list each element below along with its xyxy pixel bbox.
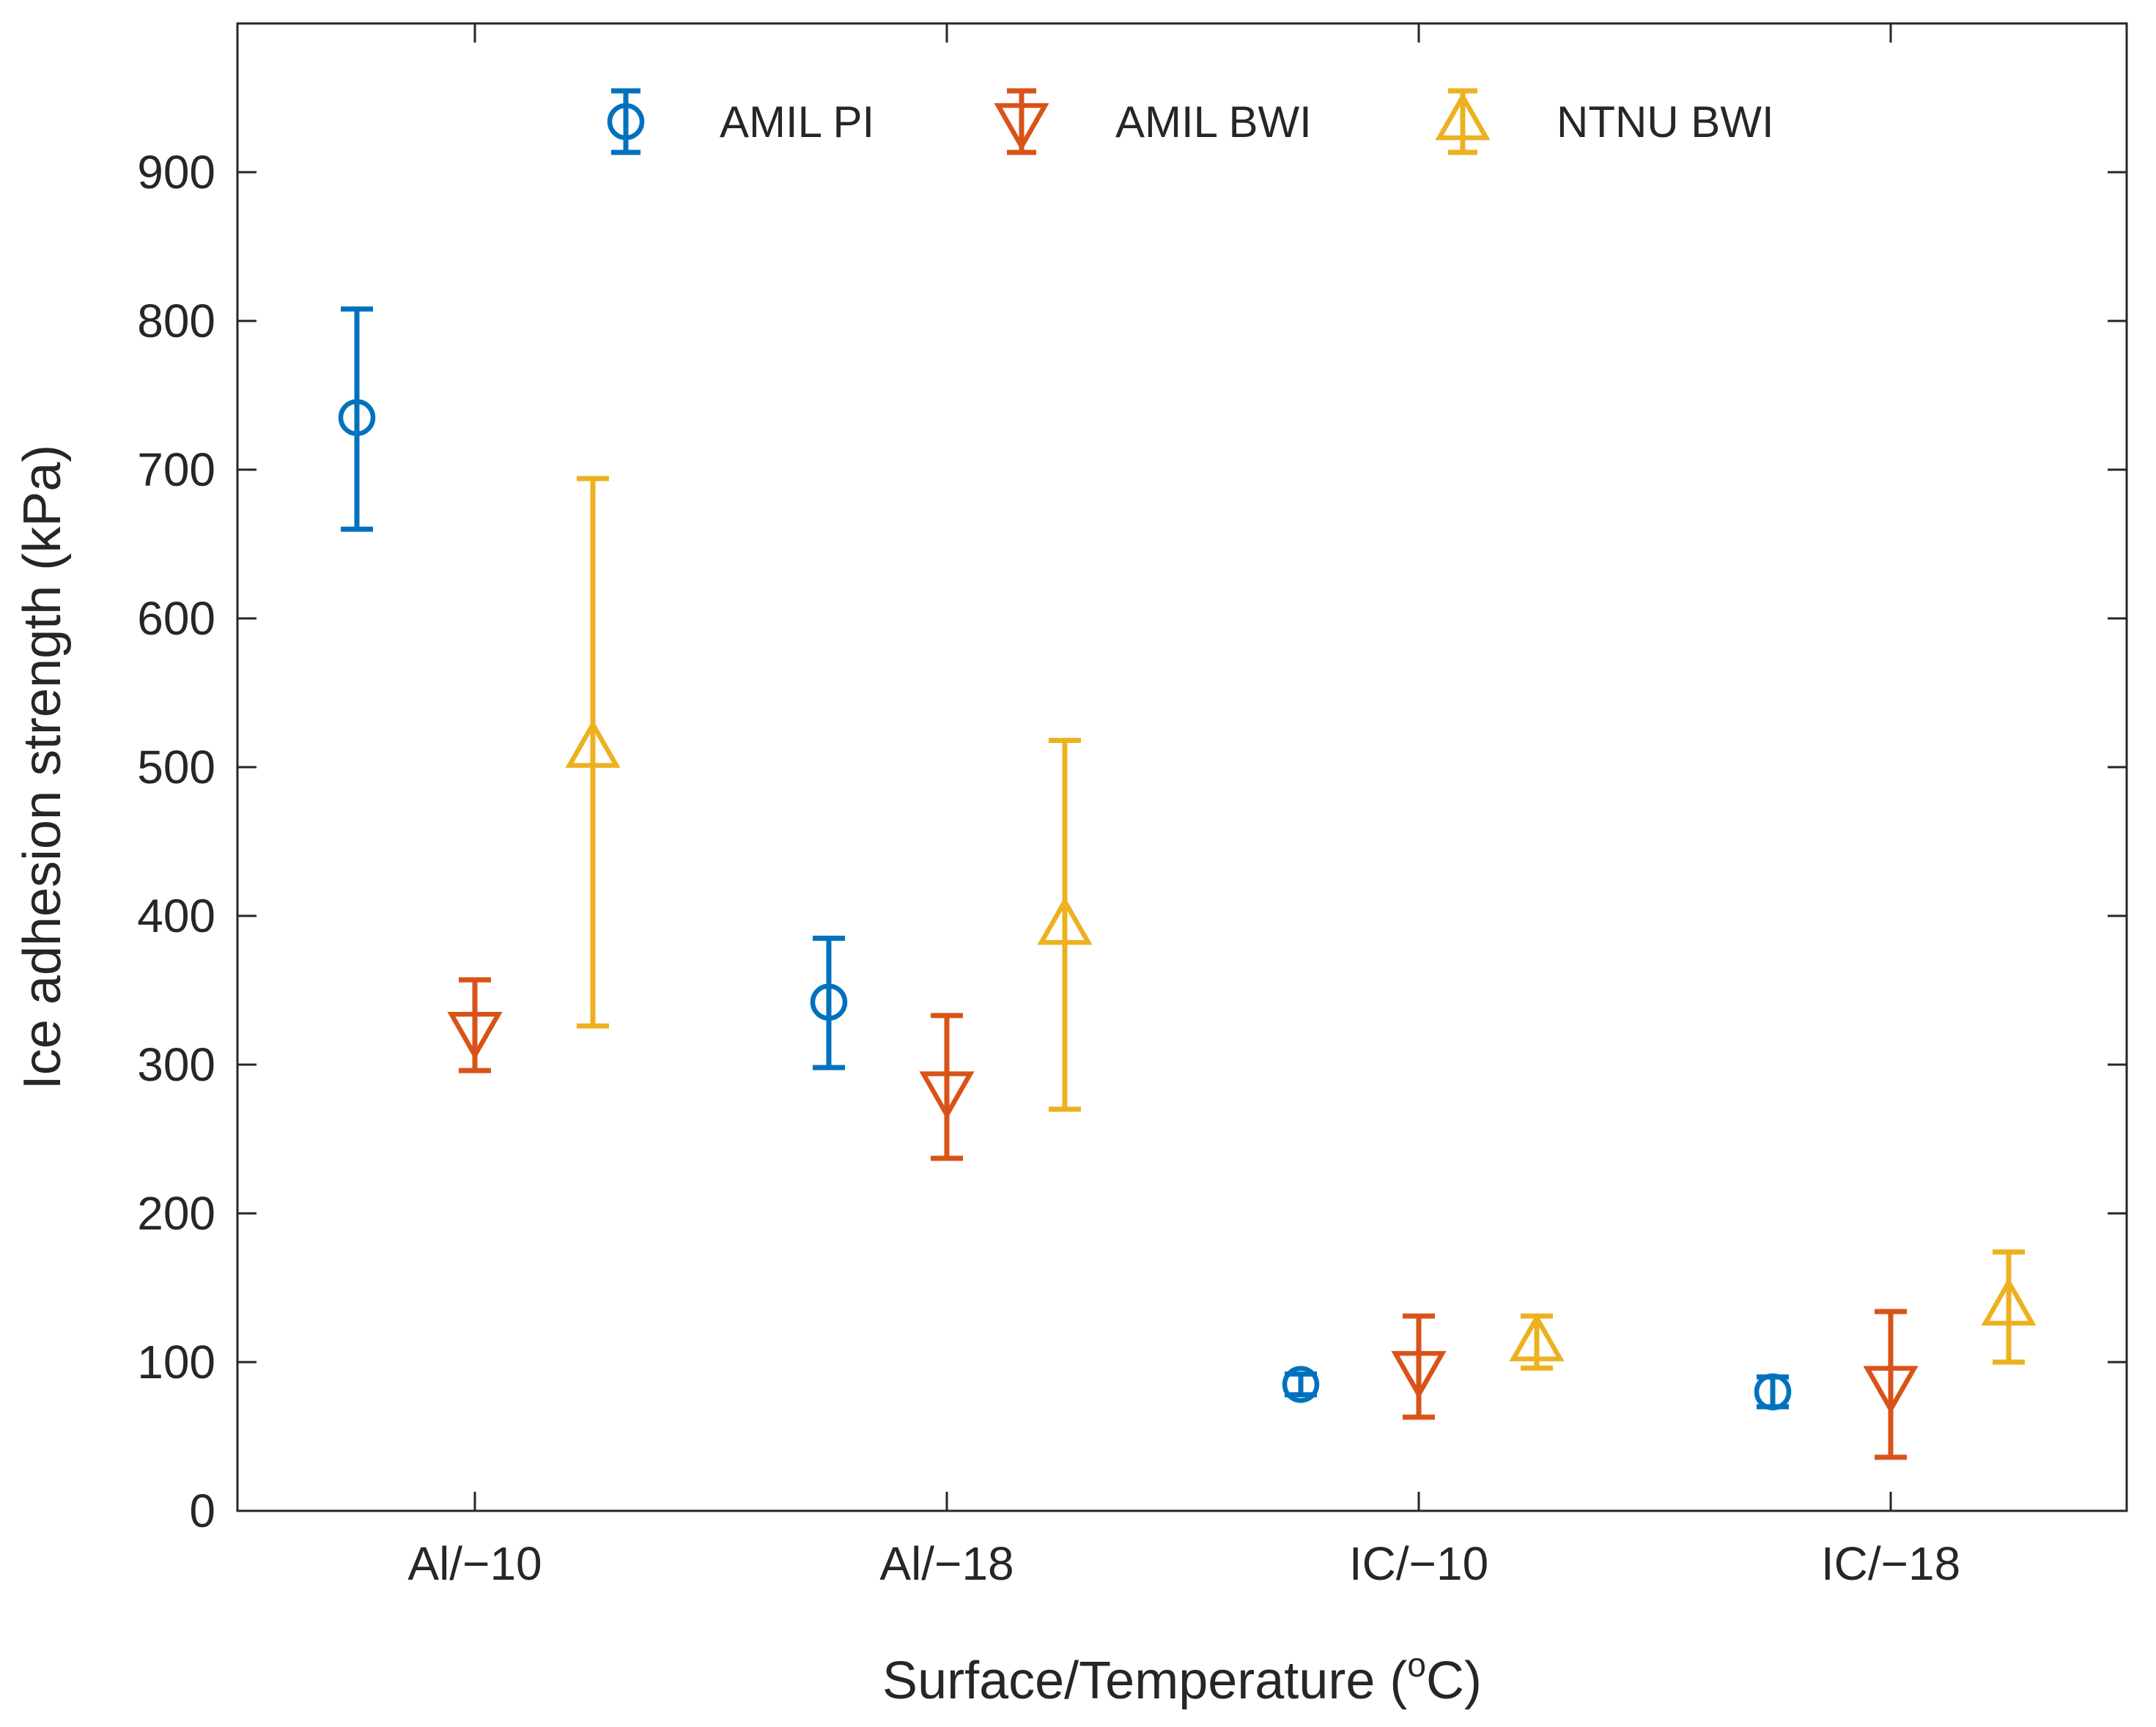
data-point — [1863, 1366, 1919, 1415]
data-point — [1509, 1313, 1565, 1361]
series-amil-bwi — [447, 977, 1919, 1460]
y-tick-label: 800 — [137, 295, 215, 347]
y-tick-label: 200 — [137, 1187, 215, 1240]
data-point — [565, 720, 621, 768]
y-tick-label: 400 — [137, 890, 215, 942]
x-tick-label: IC/−18 — [1821, 1537, 1960, 1590]
y-tick-label: 300 — [137, 1038, 215, 1091]
y-tick-label: 100 — [137, 1336, 215, 1388]
x-axis-title-superscript: o — [1407, 1646, 1426, 1684]
legend-marker — [607, 103, 645, 141]
data-point — [1754, 1373, 1792, 1410]
data-point — [1981, 1277, 2037, 1326]
legend-label: AMIL BWI — [1115, 97, 1312, 147]
data-point — [1391, 1350, 1447, 1399]
plot-area — [236, 22, 2128, 1512]
y-tick-label: 500 — [137, 741, 215, 794]
x-axis-title: Surface/Temperature (oC) — [882, 1646, 1482, 1710]
data-point — [338, 399, 376, 437]
series-amil-pi — [338, 306, 1792, 1410]
legend-entry: AMIL PI — [607, 88, 874, 155]
y-axis-title: Ice adhesion strength (kPa) — [13, 445, 72, 1090]
x-axis-title-end: C) — [1426, 1652, 1482, 1710]
x-tick-label: Al/−18 — [879, 1537, 1014, 1590]
x-tick-label: IC/−10 — [1349, 1537, 1488, 1590]
legend-marker — [994, 103, 1049, 152]
y-tick-label: 0 — [189, 1484, 215, 1537]
data-point — [810, 983, 848, 1021]
axis-ticks: 0 100 200 300 400 500 600 700 800 900 Al/−10 Al/−18… — [137, 23, 2127, 1590]
data-point — [1282, 1366, 1320, 1403]
y-tick-label: 700 — [137, 443, 215, 496]
data-point — [919, 1071, 975, 1120]
legend-entry: AMIL BWI — [994, 88, 1312, 155]
legend-marker — [1435, 92, 1491, 141]
series-ntnu-bwi — [565, 476, 2037, 1371]
legend-entry: NTNU BWI — [1435, 88, 1774, 155]
series-layer — [338, 306, 2037, 1460]
legend: AMIL PI AMIL BWI NTNU BWI — [607, 88, 1774, 155]
data-point — [447, 1012, 503, 1060]
data-point — [1037, 896, 1093, 945]
y-tick-label: 600 — [137, 592, 215, 645]
legend-label: NTNU BWI — [1557, 97, 1774, 147]
legend-label: AMIL PI — [720, 97, 874, 147]
y-tick-label: 900 — [137, 146, 215, 199]
x-axis-title-main: Surface/Temperature ( — [882, 1652, 1407, 1710]
x-tick-label: Al/−10 — [407, 1537, 542, 1590]
